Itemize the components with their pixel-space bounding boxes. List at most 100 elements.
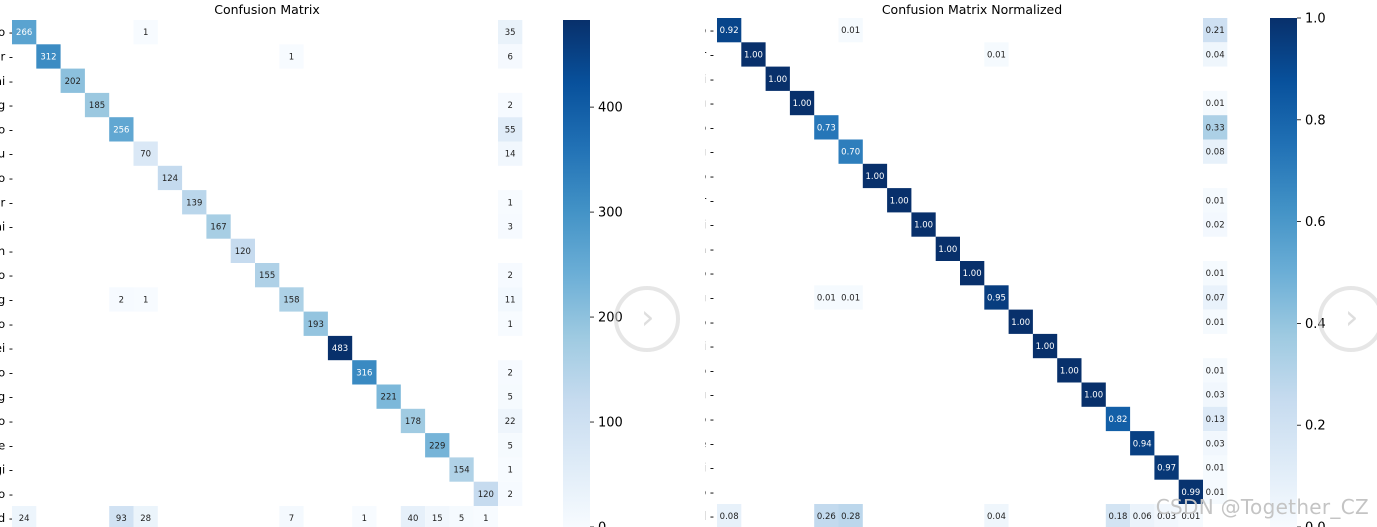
heatmap-cell: [498, 117, 523, 142]
cell-value: 0.97: [1157, 464, 1176, 474]
cell-value: 22: [505, 417, 516, 427]
cell-value: 0.33: [1206, 123, 1225, 133]
cell-value: 2: [507, 490, 512, 500]
cell-value: 0.92: [720, 26, 739, 36]
row-label: ai -: [705, 72, 714, 86]
heatmap-cell: [376, 384, 401, 409]
heatmap-cell: [1203, 479, 1228, 504]
heatmap-cell: [984, 285, 1009, 310]
cell-value: 0.01: [1206, 366, 1225, 376]
heatmap-cell: [230, 238, 255, 263]
heatmap-cell: [352, 506, 377, 527]
heatmap-cell: [1081, 382, 1106, 407]
cell-value: 0.82: [1108, 415, 1127, 425]
cell-value: 0.73: [817, 123, 836, 133]
cell-value: 0.04: [1206, 50, 1225, 60]
cell-value: 0.02: [1206, 221, 1225, 231]
cell-value: 14: [505, 150, 516, 160]
heatmap-cell: [1203, 42, 1228, 67]
cell-value: 124: [162, 174, 178, 184]
cell-value: 2: [119, 295, 124, 305]
row-label: gi -: [705, 461, 714, 475]
row-label: r -: [705, 193, 714, 207]
heatmap-cell: [425, 506, 450, 527]
row-label: o -: [705, 412, 714, 426]
heatmap-cell: [1203, 261, 1228, 286]
heatmap-cell: [1203, 212, 1228, 237]
heatmap-cell: [789, 90, 815, 116]
cell-value: 312: [40, 52, 56, 62]
cell-value: 0.08: [1206, 148, 1225, 158]
cell-value: 5: [507, 441, 512, 451]
next-arrow-right-icon[interactable]: ›: [1318, 286, 1377, 352]
heatmap-cell: [498, 384, 523, 409]
cell-value: 0.07: [1206, 293, 1225, 303]
heatmap-cell: [109, 287, 134, 312]
heatmap-cell: [1203, 285, 1228, 310]
row-label: o -: [0, 268, 13, 282]
row-label: g -: [0, 98, 13, 112]
cell-value: 0.95: [987, 293, 1006, 303]
cell-value: 0.03: [1206, 391, 1225, 401]
heatmap-cell: [498, 214, 523, 239]
heatmap-cell: [449, 506, 474, 527]
row-label: ai -: [0, 220, 13, 234]
heatmap-cell: [717, 18, 742, 43]
colorbar-tick-label: 1.0: [1305, 12, 1326, 27]
row-label: g -: [705, 290, 714, 304]
cell-value: 0.94: [1133, 439, 1152, 449]
cell-value: 1: [507, 320, 512, 330]
row-label: ai -: [0, 74, 13, 88]
heatmap-cell: [279, 287, 304, 312]
row-label: o -: [0, 25, 13, 39]
heatmap-cell: [498, 141, 523, 166]
cell-value: 1.00: [1036, 342, 1055, 352]
cell-value: 0.28: [841, 512, 860, 522]
cell-value: 5: [459, 514, 464, 524]
colorbar-tick-label: 0.8: [1305, 113, 1326, 128]
heatmap-cell: [1203, 188, 1228, 213]
cell-value: 1: [483, 514, 488, 524]
row-label: e -: [0, 438, 13, 452]
heatmap-cell: [838, 139, 863, 164]
cell-value: 1: [362, 514, 367, 524]
cell-value: 1: [143, 295, 148, 305]
cell-value: 1.00: [744, 50, 763, 60]
heatmap-cell: [400, 506, 426, 527]
heatmap-cell: [1203, 309, 1228, 334]
colorbar-tick-label: 0.0: [1305, 521, 1326, 527]
cell-value: 1.00: [963, 269, 982, 279]
heatmap-cell: [36, 44, 61, 69]
heatmap-cell: [1130, 431, 1155, 456]
cell-value: 483: [332, 344, 348, 354]
cell-value: 6: [507, 52, 512, 62]
row-label: g -: [705, 96, 714, 110]
colorbar: [563, 20, 590, 527]
cell-value: 2: [507, 368, 512, 378]
cell-value: 1: [507, 198, 512, 208]
cell-value: 256: [113, 125, 129, 135]
cell-value: 1.00: [1084, 391, 1103, 401]
heatmap-cell: [498, 44, 523, 69]
cell-value: 5: [507, 393, 512, 403]
heatmap-cell: [814, 285, 839, 310]
cell-value: 0.99: [1181, 488, 1200, 498]
row-label: r -: [0, 195, 13, 209]
heatmap-cell: [109, 506, 134, 527]
next-arrow-left-icon[interactable]: ›: [614, 286, 680, 352]
cell-value: 55: [505, 125, 516, 135]
heatmap-cell: [1203, 406, 1228, 432]
colorbar-tick-label: 400: [598, 101, 623, 116]
heatmap-cell: [1057, 358, 1082, 383]
heatmap-cell: [473, 506, 498, 527]
cell-value: 93: [116, 514, 127, 524]
cell-value: 316: [356, 368, 372, 378]
cell-value: 193: [308, 320, 324, 330]
heatmap-cell: [498, 360, 523, 385]
cell-value: 0.13: [1206, 415, 1225, 425]
heatmap-cell: [1154, 455, 1179, 480]
cell-value: 1.00: [1011, 318, 1030, 328]
heatmap-cell: [935, 236, 960, 261]
cell-value: 266: [16, 28, 32, 38]
cell-value: 167: [210, 223, 226, 233]
